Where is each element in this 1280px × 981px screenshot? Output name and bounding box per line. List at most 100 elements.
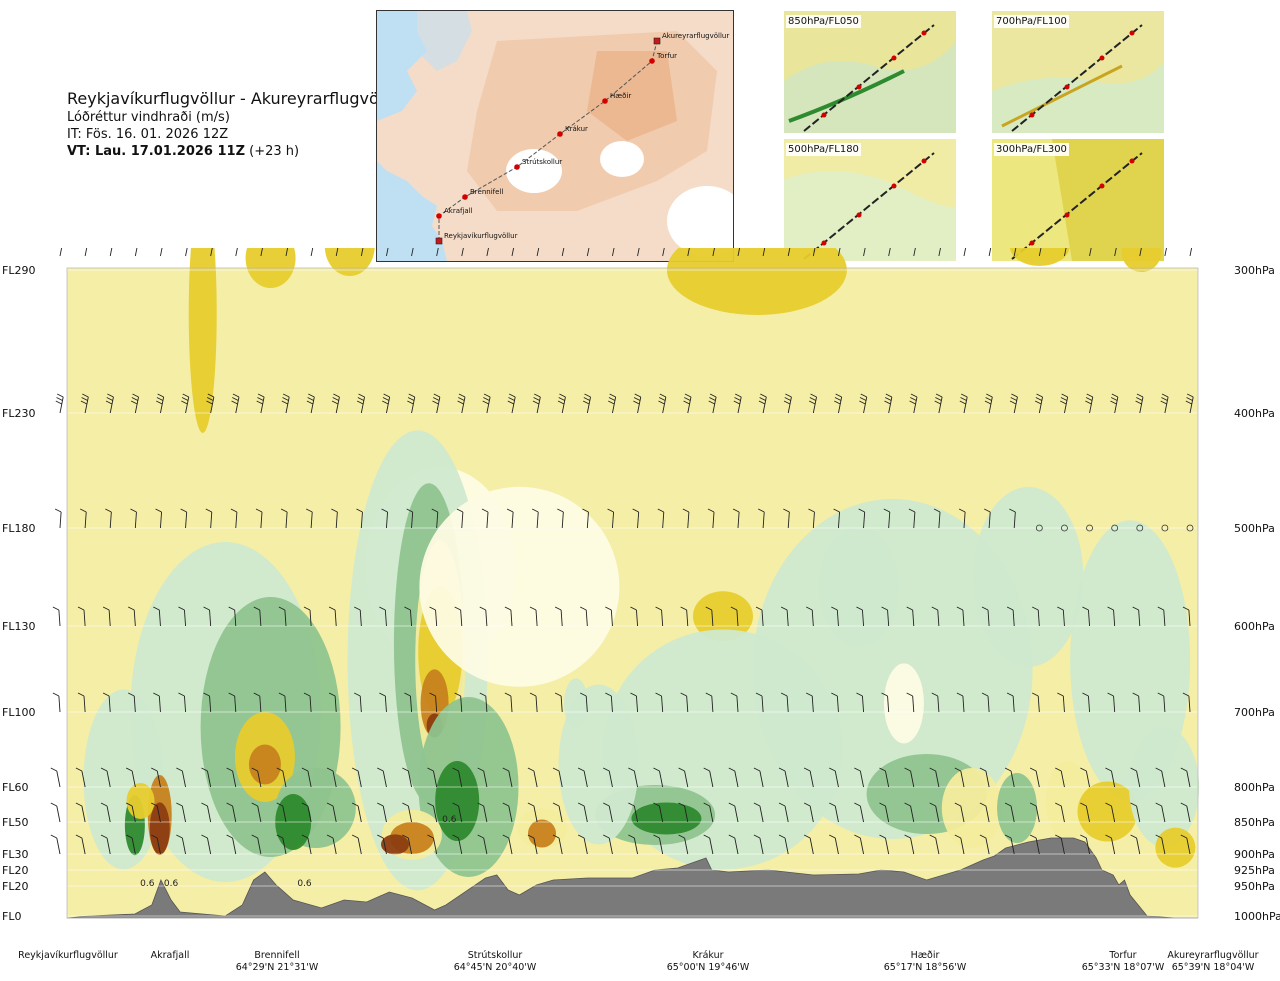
- barb-feather-800-8-0: [251, 767, 258, 772]
- barb-700-27: [736, 695, 739, 713]
- barb-800-31: [834, 770, 839, 788]
- barb-300-42: [1114, 248, 1117, 257]
- variable-label: Lóðréttur vindhraði (m/s): [67, 110, 230, 125]
- barb-800-6: [207, 770, 212, 788]
- barb-feather-400-36-1: [960, 397, 967, 401]
- barb-feather-400-34-0: [910, 393, 918, 398]
- barb-feather-400-42-0: [1111, 393, 1119, 398]
- barb-feather-900-41-0: [1080, 834, 1087, 839]
- barb-feather-900-3-0: [125, 834, 133, 839]
- barb-600-8: [259, 609, 262, 627]
- calm-wind-500-40: [1061, 524, 1068, 532]
- barb-feather-800-27-0: [728, 767, 736, 772]
- barb-400-3: [134, 396, 139, 414]
- barb-700-26: [711, 695, 714, 713]
- barb-600-30: [811, 609, 814, 627]
- barb-700-45: [1188, 695, 1191, 713]
- barb-feather-800-19-0: [527, 767, 535, 772]
- barb-feather-900-26-0: [703, 834, 710, 839]
- waypoint-marker-4: [557, 131, 563, 137]
- location-name: Strútskollur: [467, 950, 523, 961]
- barb-feather-400-3-0: [132, 393, 139, 398]
- barb-800-28: [759, 770, 764, 788]
- barb-900-32: [859, 837, 864, 855]
- barb-500-34: [913, 511, 916, 529]
- barb-850-42: [1111, 805, 1116, 823]
- barb-850-15: [433, 805, 438, 823]
- waypoint-marker-7: [653, 37, 661, 45]
- barb-feather-850-15-0: [427, 802, 434, 807]
- location-coord: 65°17'N 18°56'W: [883, 962, 967, 973]
- location-name: Torfur: [1109, 950, 1137, 961]
- barb-feather-500-8-0: [255, 508, 263, 513]
- barb-900-16: [458, 837, 463, 855]
- barb-400-13: [386, 396, 391, 414]
- barb-feather-400-17-2: [482, 400, 489, 405]
- barb-feather-600-11-0: [328, 606, 336, 611]
- barb-600-42: [1113, 609, 1116, 627]
- barb-feather-800-24-0: [653, 767, 660, 772]
- barb-feather-400-1-2: [80, 400, 88, 405]
- barb-900-9: [282, 837, 287, 855]
- barb-800-12: [357, 770, 362, 788]
- barb-feather-700-26-0: [705, 692, 712, 697]
- barb-800-35: [935, 770, 940, 788]
- barb-feather-400-8-1: [257, 397, 264, 401]
- barb-feather-850-13-0: [377, 802, 384, 807]
- barb-feather-400-9-0: [282, 393, 290, 398]
- barb-feather-500-12-0: [356, 508, 363, 513]
- barb-feather-900-42-0: [1105, 834, 1112, 839]
- barb-feather-400-11-1: [332, 397, 339, 401]
- barb-500-35: [938, 511, 941, 529]
- barb-400-1: [84, 396, 89, 414]
- barb-300-18: [511, 248, 515, 257]
- barb-feather-400-25-1: [684, 397, 691, 401]
- barb-feather-900-22-0: [603, 834, 610, 839]
- barb-500-36: [963, 511, 966, 529]
- barb-feather-400-28-1: [759, 397, 766, 401]
- barb-feather-850-6-0: [201, 802, 208, 807]
- location-label-0: Reykjavíkurflugvöllur: [8, 950, 128, 962]
- waypoint-label-0: Reykjavíkurflugvöllur: [444, 232, 518, 240]
- barb-feather-850-32-0: [854, 802, 861, 807]
- velocity-region-5: [1121, 248, 1162, 272]
- barb-850-31: [834, 805, 839, 823]
- barb-400-31: [838, 396, 843, 414]
- barb-feather-400-45-1: [1186, 397, 1193, 401]
- barb-850-23: [633, 805, 638, 823]
- barb-feather-800-25-0: [678, 767, 685, 772]
- barb-400-45: [1189, 396, 1194, 414]
- barb-feather-400-23-2: [633, 400, 640, 405]
- barb-feather-700-4-0: [153, 692, 160, 697]
- barb-feather-400-6-1: [206, 397, 214, 401]
- barb-feather-700-2-0: [102, 692, 110, 697]
- barb-900-6: [207, 837, 212, 855]
- barb-700-42: [1113, 695, 1116, 713]
- barb-900-7: [232, 837, 237, 855]
- mini-map-500-label: 500hPa/FL180: [786, 143, 861, 156]
- barb-feather-400-18-0: [508, 393, 516, 398]
- barb-300-4: [160, 248, 163, 257]
- barb-800-29: [784, 770, 789, 788]
- barb-feather-800-7-0: [226, 767, 233, 772]
- barb-feather-800-13-0: [377, 767, 384, 772]
- barb-feather-800-42-0: [1105, 767, 1112, 772]
- barb-feather-700-0-0: [52, 692, 60, 697]
- barb-700-33: [887, 695, 890, 713]
- barb-feather-500-22-0: [607, 508, 614, 513]
- barb-feather-400-30-1: [809, 397, 817, 401]
- barb-850-37: [985, 805, 990, 823]
- barb-300-19: [536, 248, 540, 257]
- barb-feather-600-25-0: [680, 606, 687, 611]
- barb-feather-600-15-0: [429, 606, 436, 611]
- waypoint-marker-1: [436, 213, 442, 219]
- barb-feather-850-0-0: [50, 802, 58, 807]
- barb-feather-400-32-2: [859, 400, 866, 405]
- barb-feather-400-15-2: [432, 400, 439, 405]
- barb-700-0: [58, 695, 61, 713]
- barb-600-6: [209, 609, 212, 627]
- barb-400-43: [1139, 396, 1144, 414]
- barb-400-28: [762, 396, 767, 414]
- contour-label-2: 0.6: [442, 815, 457, 825]
- barb-700-2: [108, 695, 111, 713]
